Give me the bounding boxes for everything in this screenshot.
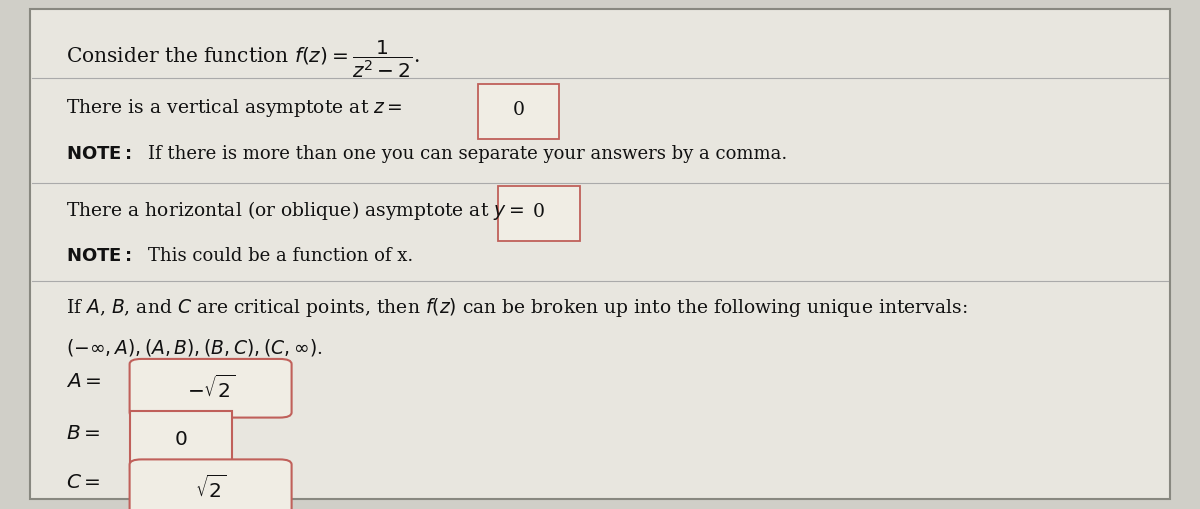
- Text: $\mathbf{NOTE:}$: $\mathbf{NOTE:}$: [66, 145, 132, 163]
- Text: $\sqrt{2}$: $\sqrt{2}$: [194, 474, 227, 501]
- Text: There is a vertical asymptote at $z =$: There is a vertical asymptote at $z =$: [66, 97, 408, 119]
- Text: $\mathbf{NOTE:}$: $\mathbf{NOTE:}$: [66, 247, 132, 265]
- Text: $A=$: $A=$: [66, 372, 102, 390]
- Text: $-\sqrt{2}$: $-\sqrt{2}$: [186, 374, 235, 401]
- Text: This could be a function of x.: This could be a function of x.: [148, 247, 413, 265]
- FancyBboxPatch shape: [498, 187, 580, 242]
- Text: If there is more than one you can separate your answers by a comma.: If there is more than one you can separa…: [148, 145, 787, 163]
- Text: $C=$: $C=$: [66, 472, 101, 491]
- Text: $(-\infty, A), (A, B), (B, C), (C, \infty)$.: $(-\infty, A), (A, B), (B, C), (C, \inft…: [66, 336, 323, 357]
- FancyBboxPatch shape: [130, 460, 292, 509]
- FancyBboxPatch shape: [30, 10, 1170, 499]
- Text: $0$: $0$: [174, 430, 187, 448]
- Text: 0: 0: [533, 203, 545, 221]
- Text: 0: 0: [512, 101, 524, 119]
- Text: If $A$, $B$, and $C$ are critical points, then $f(z)$ can be broken up into the : If $A$, $B$, and $C$ are critical points…: [66, 295, 967, 318]
- FancyBboxPatch shape: [130, 359, 292, 418]
- Text: Consider the function $f(z) = \dfrac{1}{z^2-2}$.: Consider the function $f(z) = \dfrac{1}{…: [66, 38, 420, 80]
- Text: There a horizontal (or oblique) asymptote at $y =$: There a horizontal (or oblique) asymptot…: [66, 199, 529, 221]
- Text: $B=$: $B=$: [66, 423, 101, 442]
- FancyBboxPatch shape: [478, 85, 559, 140]
- FancyBboxPatch shape: [130, 411, 232, 470]
